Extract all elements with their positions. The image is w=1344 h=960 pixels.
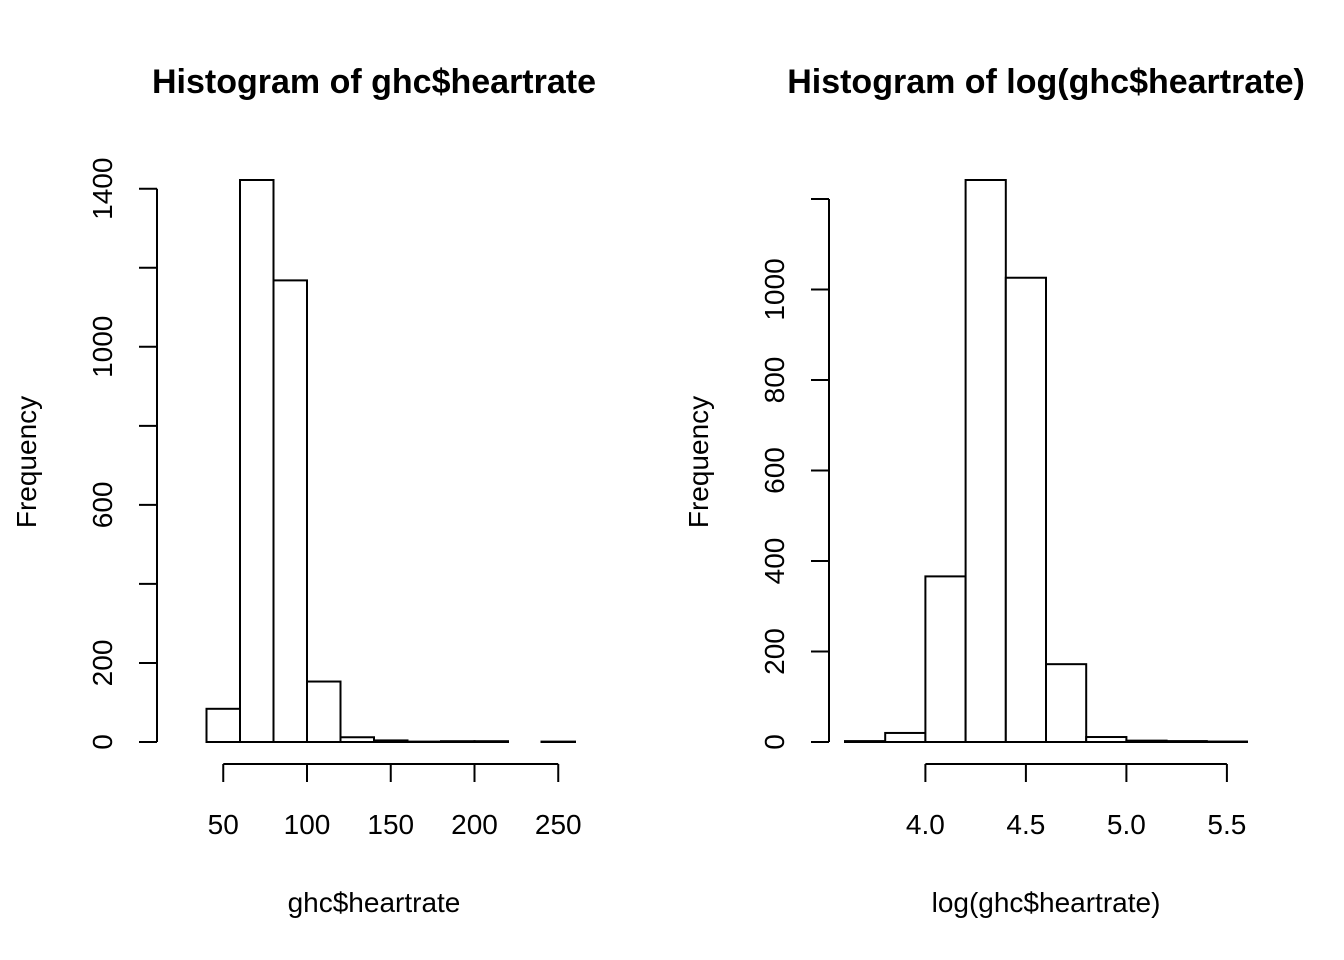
x-tick-label: 5.5 <box>1207 809 1246 840</box>
histogram-bar <box>373 739 409 744</box>
y-tick-label: 200 <box>759 628 790 675</box>
x-tick-label: 100 <box>284 809 331 840</box>
y-tick-label: 600 <box>759 447 790 494</box>
histogram-bar <box>1165 740 1208 744</box>
histogram-bar <box>1125 739 1168 744</box>
histogram-bar <box>205 707 241 744</box>
histogram-bar <box>1004 276 1047 743</box>
x-tick-label: 200 <box>451 809 498 840</box>
panel-log-heartrate: Histogram of log(ghc$heartrate) log(ghc$… <box>683 63 1305 918</box>
histogram-bar <box>339 736 375 744</box>
histogram-bar <box>272 279 308 743</box>
y-tick-label: 400 <box>759 538 790 585</box>
x-tick-label: 50 <box>208 809 239 840</box>
y-tick-label: 1000 <box>759 258 790 320</box>
histogram-bar <box>473 740 509 743</box>
histogram-bar <box>924 575 967 743</box>
x-tick-label: 4.5 <box>1006 809 1045 840</box>
y-tick-label: 0 <box>759 734 790 750</box>
chart-title: Histogram of log(ghc$heartrate) <box>787 63 1305 101</box>
y-tick-label: 200 <box>87 640 118 687</box>
histogram-bar <box>1085 736 1128 743</box>
histogram-bar <box>306 680 342 743</box>
y-tick-label: 800 <box>759 357 790 404</box>
histogram-bar <box>1045 663 1088 744</box>
y-axis-label: Frequency <box>683 396 714 528</box>
chart-title: Histogram of ghc$heartrate <box>152 63 596 101</box>
histogram-bar <box>239 179 275 743</box>
x-tick-label: 150 <box>367 809 414 840</box>
histogram-bar <box>964 179 1007 743</box>
x-axis-label: ghc$heartrate <box>288 887 461 918</box>
histogram-bar <box>884 731 927 743</box>
x-tick-label: 5.0 <box>1107 809 1146 840</box>
y-tick-label: 1400 <box>87 158 118 220</box>
x-tick-label: 250 <box>535 809 582 840</box>
y-tick-label: 1000 <box>87 316 118 378</box>
y-tick-label: 600 <box>87 482 118 529</box>
y-tick-label: 0 <box>87 734 118 750</box>
histogram-bar <box>440 740 476 743</box>
x-axis-label: log(ghc$heartrate) <box>932 887 1161 918</box>
x-tick-label: 4.0 <box>906 809 945 840</box>
y-axis-label: Frequency <box>11 396 42 528</box>
histogram-bar <box>844 740 887 744</box>
panel-heartrate: Histogram of ghc$heartrate ghc$heartrate… <box>11 63 596 918</box>
